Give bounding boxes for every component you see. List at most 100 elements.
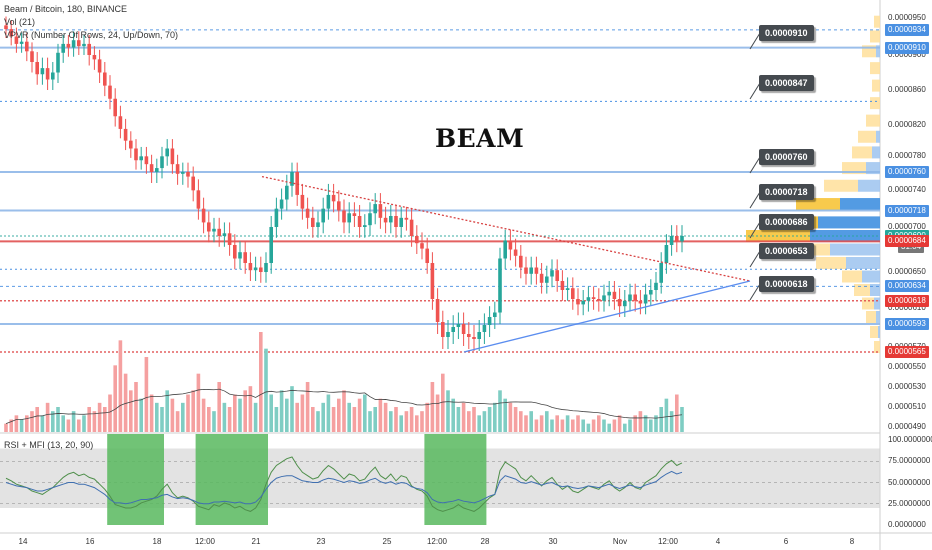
candle-body (643, 294, 648, 304)
candle-body (493, 312, 497, 317)
candle-body (524, 267, 528, 274)
candle-body (560, 281, 565, 290)
volume-bar (321, 402, 325, 432)
vpvr-bar-down (872, 79, 880, 92)
vpvr-value-area-up (840, 198, 880, 211)
candle-body (607, 291, 611, 296)
price-tick-label: 0.0000510 (888, 402, 926, 411)
volume-bar (264, 348, 268, 432)
candle-body (680, 236, 684, 242)
candle-body (628, 294, 632, 301)
volume-bar (207, 407, 211, 432)
price-tick-label: 0.0000490 (888, 422, 926, 431)
rsi-tick-label: 100.0000000 (888, 435, 932, 444)
volume-bar (196, 373, 201, 432)
candle-body (35, 62, 39, 75)
vpvr-bar-up (876, 311, 880, 323)
volume-bar (186, 394, 190, 432)
rsi-legend: RSI + MFI (13, 20, 90) (4, 440, 94, 450)
volume-bar (602, 419, 606, 432)
volume-bar (513, 407, 518, 432)
candle-body (149, 164, 154, 172)
volume-bar (35, 407, 39, 432)
price-callout: 0.0000910 (759, 25, 814, 41)
price-level-tag: 0.0000634 (885, 280, 929, 293)
volume-bar (352, 407, 357, 432)
volume-bar (576, 415, 580, 432)
volume-bar (529, 411, 533, 432)
candle-body (451, 327, 455, 332)
price-callout: 0.0000847 (759, 75, 814, 91)
volume-bar (233, 394, 237, 432)
vpvr-bar-up (878, 326, 880, 338)
volume-bar (45, 402, 50, 432)
volume-bar (342, 390, 346, 432)
vpvr-bar-up (874, 297, 880, 310)
volume-bar (181, 402, 185, 432)
volume-bar (394, 407, 398, 432)
volume-bar (399, 415, 403, 432)
price-tick-label: 0.0000950 (888, 13, 926, 22)
candle-body (87, 43, 91, 55)
volume-bar (649, 419, 653, 432)
volume-bar (108, 394, 112, 432)
volume-bar (654, 415, 658, 432)
candle-body (134, 148, 138, 161)
candle-body (212, 228, 216, 232)
volume-bar (347, 402, 351, 432)
volume-bar (170, 398, 175, 432)
candle-body (357, 216, 362, 227)
price-level-tag: 0.0000910 (885, 41, 929, 54)
candle-body (316, 222, 320, 227)
candle-body (51, 72, 55, 80)
volume-bar (191, 390, 195, 432)
volume-bar (87, 407, 91, 432)
candle-body (675, 236, 679, 242)
volume-bar (259, 332, 263, 432)
candle-body (321, 208, 325, 223)
vpvr-bar-up (830, 243, 880, 256)
candle-body (295, 172, 299, 195)
candle-body (45, 68, 50, 80)
volume-bar (201, 398, 206, 432)
vpvr-bar-up (846, 257, 880, 269)
volume-bar (607, 423, 611, 432)
price-tick-label: 0.0000900 (888, 50, 926, 59)
candle-body (165, 148, 169, 157)
volume-bar (217, 382, 221, 432)
candle-body (342, 210, 346, 223)
volume-bar (581, 419, 585, 432)
vpvr-bar-down (858, 130, 876, 143)
volume-bar (508, 402, 513, 432)
vpvr-bar-down (852, 146, 872, 159)
volume-bar (279, 390, 284, 432)
volume-bar (337, 398, 341, 432)
volume-bar (61, 415, 65, 432)
vpvr-bar-down (866, 114, 880, 127)
volume-bar (129, 390, 133, 432)
volume-bar (643, 415, 648, 432)
vpvr-bar-down (874, 15, 880, 28)
volume-bar (56, 407, 60, 432)
oversold-zone (195, 434, 268, 525)
price-callout: 0.0000618 (759, 276, 814, 292)
candle-body (191, 176, 195, 191)
candle-body (363, 225, 367, 227)
volume-bar (591, 419, 596, 432)
candle-body (425, 248, 429, 263)
candle-body (103, 72, 107, 86)
volume-bar (550, 419, 554, 432)
callout-pointer (749, 250, 761, 268)
candle-body (217, 228, 221, 236)
volume-bar (14, 415, 19, 432)
callout-pointer (749, 221, 761, 239)
candle-body (66, 43, 71, 48)
vpvr-bar-down (842, 270, 862, 283)
time-tick-label: 21 (251, 537, 261, 546)
volume-bar (420, 411, 424, 432)
volume-bar (638, 411, 643, 432)
volume-bar (326, 394, 331, 432)
volume-bar (269, 394, 273, 432)
candle-body (97, 59, 102, 73)
volume-bar (4, 423, 8, 432)
